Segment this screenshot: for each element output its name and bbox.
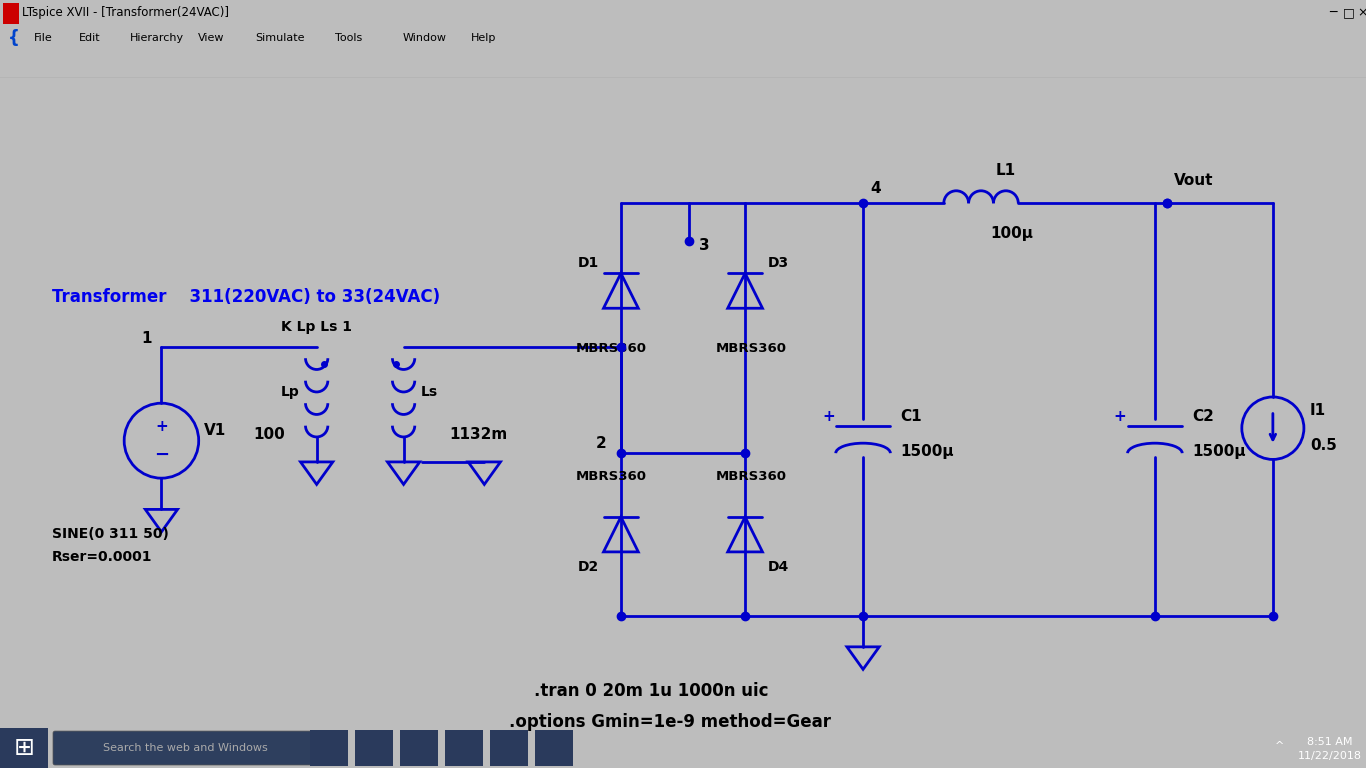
Text: .options Gmin=1e-9 method=Gear: .options Gmin=1e-9 method=Gear xyxy=(510,713,831,731)
Text: MBRS360: MBRS360 xyxy=(716,342,787,355)
Text: 2: 2 xyxy=(596,435,607,451)
Text: MBRS360: MBRS360 xyxy=(575,471,646,483)
Bar xyxy=(535,730,572,766)
Text: D4: D4 xyxy=(768,560,788,574)
Text: +: + xyxy=(822,409,835,425)
Text: V1: V1 xyxy=(204,423,225,439)
Text: Edit: Edit xyxy=(79,32,101,43)
Text: ×: × xyxy=(1358,6,1366,19)
Bar xyxy=(400,730,438,766)
Bar xyxy=(0,728,48,768)
Text: 3: 3 xyxy=(699,238,710,253)
Text: Vout: Vout xyxy=(1173,174,1213,188)
Text: 1500μ: 1500μ xyxy=(1193,445,1246,459)
Bar xyxy=(310,730,348,766)
Text: 8:51 AM: 8:51 AM xyxy=(1307,737,1352,747)
Text: +: + xyxy=(1113,409,1127,425)
Text: Transformer    311(220VAC) to 33(24VAC): Transformer 311(220VAC) to 33(24VAC) xyxy=(52,288,440,306)
Text: SINE(0 311 50): SINE(0 311 50) xyxy=(52,528,169,541)
Bar xyxy=(355,730,393,766)
Text: .tran 0 20m 1u 1000n uic: .tran 0 20m 1u 1000n uic xyxy=(534,681,769,700)
Text: −: − xyxy=(154,445,169,463)
FancyBboxPatch shape xyxy=(53,731,317,765)
Text: C2: C2 xyxy=(1193,409,1214,425)
Text: Lp: Lp xyxy=(280,385,299,399)
Bar xyxy=(490,730,529,766)
Text: Tools: Tools xyxy=(335,32,362,43)
Text: L1: L1 xyxy=(996,164,1016,178)
Text: Search the web and Windows: Search the web and Windows xyxy=(102,743,268,753)
Text: 1132m: 1132m xyxy=(449,427,507,442)
Text: {: { xyxy=(8,28,20,47)
Bar xyxy=(3,2,19,24)
Text: C1: C1 xyxy=(900,409,922,425)
Text: File: File xyxy=(34,32,53,43)
Text: K Lp Ls 1: K Lp Ls 1 xyxy=(281,320,352,335)
Text: ─: ─ xyxy=(1329,6,1337,19)
Text: D2: D2 xyxy=(578,560,598,574)
Text: I1: I1 xyxy=(1310,403,1326,419)
Text: Ls: Ls xyxy=(421,385,438,399)
Text: □: □ xyxy=(1343,6,1355,19)
Text: D3: D3 xyxy=(768,257,788,270)
Text: 100: 100 xyxy=(254,427,285,442)
Text: 4: 4 xyxy=(870,180,881,196)
Text: MBRS360: MBRS360 xyxy=(716,471,787,483)
Text: 11/22/2018: 11/22/2018 xyxy=(1298,751,1362,761)
Text: D1: D1 xyxy=(578,257,598,270)
Text: ^: ^ xyxy=(1276,741,1284,751)
Text: LTspice XVII - [Transformer(24VAC)]: LTspice XVII - [Transformer(24VAC)] xyxy=(22,6,229,19)
Text: Simulate: Simulate xyxy=(255,32,305,43)
Text: +: + xyxy=(156,419,168,435)
Bar xyxy=(445,730,484,766)
Text: View: View xyxy=(198,32,224,43)
Text: 0.5: 0.5 xyxy=(1310,439,1337,453)
Text: 1500μ: 1500μ xyxy=(900,445,953,459)
Text: MBRS360: MBRS360 xyxy=(575,342,646,355)
Text: 100μ: 100μ xyxy=(990,226,1034,241)
Text: Window: Window xyxy=(403,32,447,43)
Text: Hierarchy: Hierarchy xyxy=(130,32,184,43)
Text: Rser=0.0001: Rser=0.0001 xyxy=(52,550,153,564)
Text: 1: 1 xyxy=(141,331,152,346)
Text: Help: Help xyxy=(471,32,497,43)
Text: ⊞: ⊞ xyxy=(14,736,34,760)
